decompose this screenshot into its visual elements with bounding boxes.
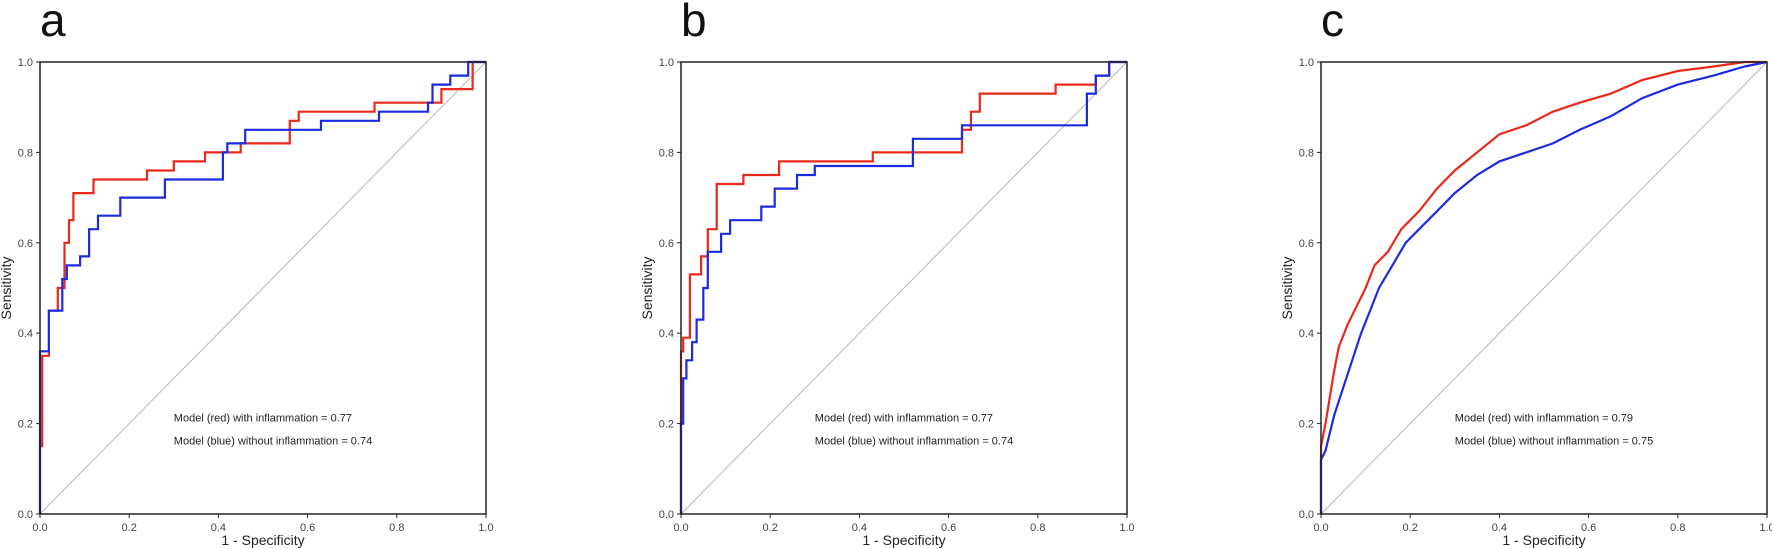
y-tick-label: 0.8 xyxy=(659,147,674,159)
x-axis-title: 1 - Specificity xyxy=(221,532,304,548)
x-axis-title: 1 - Specificity xyxy=(862,532,945,548)
auc-annotation: Model (blue) without inflammation = 0.74 xyxy=(174,435,372,447)
x-tick-label: 0.8 xyxy=(1670,522,1685,534)
y-tick-label: 0.6 xyxy=(1299,238,1314,250)
diagonal-reference-line xyxy=(39,61,487,515)
y-tick-label: 1.0 xyxy=(1299,57,1314,69)
diagonal-reference-line xyxy=(680,61,1128,515)
y-tick-label: 0.0 xyxy=(1299,509,1314,521)
y-tick-label: 0.8 xyxy=(1299,147,1314,159)
y-tick-label: 0.8 xyxy=(18,147,33,159)
y-tick-label: 0.6 xyxy=(18,238,33,250)
y-tick-label: 0.4 xyxy=(18,328,33,340)
plot-frame xyxy=(1320,61,1768,515)
y-tick-label: 0.4 xyxy=(1299,328,1314,340)
x-tick-label: 0.2 xyxy=(1403,522,1418,534)
auc-annotation: Model (blue) without inflammation = 0.75 xyxy=(1455,435,1653,447)
x-tick-label: 0.6 xyxy=(1581,522,1596,534)
x-tick-label: 0.8 xyxy=(1030,522,1045,534)
y-axis-title: Sensitivity xyxy=(0,256,14,319)
auc-annotation: Model (red) with inflammation = 0.79 xyxy=(1455,412,1633,424)
x-axis-title: 1 - Specificity xyxy=(1502,532,1585,548)
roc-curve-without-inflammation xyxy=(679,60,1127,514)
roc-curve-without-inflammation xyxy=(38,60,486,514)
auc-annotation: Model (red) with inflammation = 0.77 xyxy=(174,412,352,424)
auc-annotation: Model (blue) without inflammation = 0.74 xyxy=(815,435,1013,447)
x-tick-label: 0.0 xyxy=(673,522,688,534)
roc-curve-without-inflammation xyxy=(1319,60,1768,514)
panel-label: c xyxy=(1321,0,1344,46)
roc-panel-b: b 0.0 0.2 0.4 0.6 0.8 1.0 0.0 0.2 0.4 0.6 0.8 1.0 1 -… xyxy=(639,0,1135,548)
x-tick-label: 0.0 xyxy=(1313,522,1328,534)
y-axis-title: Sensitivity xyxy=(639,256,655,319)
y-tick-label: 0.2 xyxy=(659,419,674,431)
roc-curve-with-inflammation xyxy=(1319,60,1767,514)
x-tick-label: 1.0 xyxy=(1119,522,1134,534)
auc-annotation: Model (red) with inflammation = 0.77 xyxy=(815,412,993,424)
diagonal-reference-line xyxy=(1320,61,1768,515)
x-tick-label: 0.0 xyxy=(32,522,47,534)
panel-label: a xyxy=(40,0,66,46)
y-tick-label: 0.2 xyxy=(1299,419,1314,431)
y-tick-label: 0.0 xyxy=(18,509,33,521)
y-axis-title: Sensitivity xyxy=(1279,256,1295,319)
x-tick-label: 0.2 xyxy=(763,522,778,534)
y-tick-label: 1.0 xyxy=(18,57,33,69)
x-tick-label: 0.4 xyxy=(1492,522,1507,534)
roc-panel-a: a 0.0 0.2 0.4 0.6 0.8 1.0 0.0 0.2 0.4 0.6 0.8 1.0 1 -… xyxy=(0,0,494,548)
roc-panel-c: c 0.0 0.2 0.4 0.6 0.8 1.0 0.0 0.2 0.4 0.6 0.8 1.0 1 -… xyxy=(1279,0,1772,548)
y-tick-label: 0.4 xyxy=(659,328,674,340)
x-tick-label: 0.6 xyxy=(941,522,956,534)
plot-frame xyxy=(39,61,487,515)
x-tick-label: 0.2 xyxy=(122,522,137,534)
y-tick-label: 0.2 xyxy=(18,419,33,431)
y-tick-label: 1.0 xyxy=(659,57,674,69)
panel-label: b xyxy=(681,0,707,46)
x-tick-label: 1.0 xyxy=(478,522,493,534)
y-tick-label: 0.6 xyxy=(659,238,674,250)
roc-curve-with-inflammation xyxy=(679,60,1127,514)
x-tick-label: 1.0 xyxy=(1759,522,1772,534)
x-tick-label: 0.4 xyxy=(211,522,226,534)
x-tick-label: 0.4 xyxy=(852,522,867,534)
x-tick-label: 0.6 xyxy=(300,522,315,534)
x-tick-label: 0.8 xyxy=(389,522,404,534)
y-tick-label: 0.0 xyxy=(659,509,674,521)
plot-frame xyxy=(680,61,1128,515)
